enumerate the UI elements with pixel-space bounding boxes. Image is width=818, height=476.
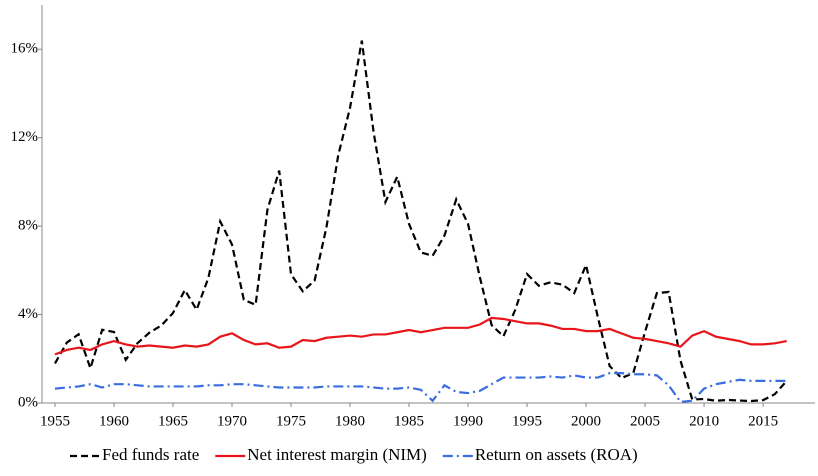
x-tick-label: 1965 [158,413,188,429]
x-tick-label: 1980 [335,413,365,429]
x-tick-label: 1975 [276,413,306,429]
x-tick-label: 1960 [99,413,129,429]
x-tick-label: 1970 [217,413,247,429]
x-tick-label: 2015 [748,413,778,429]
x-tick-label: 2010 [689,413,719,429]
x-tick-label: 1995 [512,413,542,429]
x-tick-label: 2005 [630,413,660,429]
x-tick-label: 2000 [571,413,601,429]
series-line [54,372,787,404]
series-line [54,316,787,356]
y-tick-label: 0% [18,394,38,410]
x-tick-label: 1990 [453,413,483,429]
y-tick-label: 12% [11,129,39,145]
y-tick-label: 16% [11,41,39,57]
y-tick-label: 4% [18,306,38,322]
legend-label: Net interest margin (NIM) [247,445,427,464]
legend-label: Return on assets (ROA) [475,445,638,464]
y-tick-label: 8% [18,218,38,234]
legend-label: Fed funds rate [102,445,199,464]
x-tick-label: 1985 [394,413,424,429]
x-tick-label: 1955 [40,413,70,429]
series-line [54,40,788,403]
